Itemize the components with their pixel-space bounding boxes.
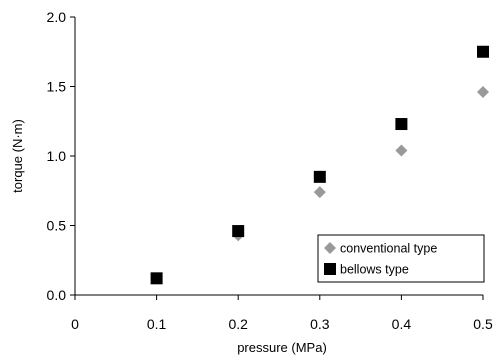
- x-tick-label: 0.3: [310, 316, 330, 332]
- y-axis-title: torque (N·m): [10, 119, 25, 193]
- x-tick-label: 0: [71, 316, 79, 332]
- bellows-point: [477, 45, 489, 58]
- conventional-point: [477, 86, 489, 99]
- x-axis-ticks: 0 0.1 0.2 0.3 0.4 0.5: [71, 295, 493, 332]
- legend-label: conventional type: [340, 242, 437, 256]
- series-square: [150, 45, 489, 285]
- legend-marker: [324, 242, 336, 254]
- y-tick-label: 1.0: [47, 148, 67, 164]
- y-tick-label: 1.5: [47, 79, 67, 95]
- y-axis-ticks: 0.0 0.5 1.0 1.5 2.0: [47, 9, 75, 303]
- legend-marker: [324, 263, 336, 275]
- bellows-point: [313, 170, 326, 183]
- bellows-point: [395, 118, 408, 131]
- bellows-point: [150, 272, 163, 285]
- data-points: [150, 45, 489, 285]
- legend-label: bellows type: [340, 263, 409, 277]
- legend-box: [317, 234, 485, 283]
- x-tick-label: 0.4: [392, 316, 412, 332]
- legend: conventional type bellows type: [317, 234, 485, 283]
- conventional-point: [395, 144, 408, 157]
- y-tick-label: 0.5: [47, 218, 67, 234]
- x-tick-label: 0.5: [473, 316, 493, 332]
- conventional-point: [313, 186, 326, 199]
- y-tick-label: 0.0: [47, 287, 67, 303]
- x-axis-title: pressure (MPa): [237, 340, 327, 355]
- x-tick-label: 0.1: [147, 316, 167, 332]
- bellows-point: [232, 225, 245, 238]
- y-tick-label: 2.0: [47, 9, 67, 25]
- x-tick-label: 0.2: [228, 316, 248, 332]
